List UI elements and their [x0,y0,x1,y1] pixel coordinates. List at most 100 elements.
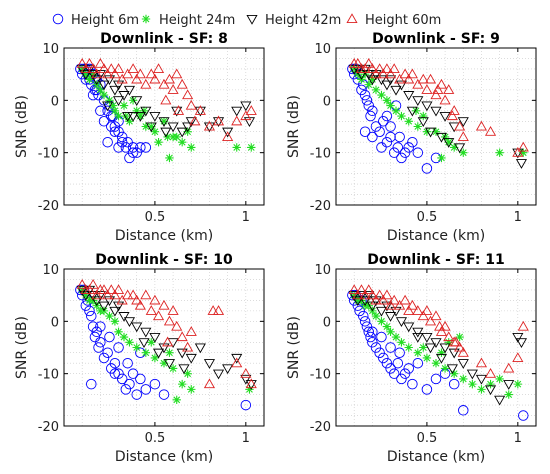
data-point-height-42m [412,332,424,343]
data-point-height-24m [382,96,392,105]
data-point-height-24m [437,348,446,357]
data-point-height-60m [457,347,469,357]
data-point-height-24m [128,96,138,105]
data-point-height-6m [109,121,121,132]
data-point-height-42m [348,291,360,301]
data-point-height-42m [512,148,524,159]
data-point-height-6m [116,131,128,143]
data-point-height-60m [127,289,139,300]
data-point-height-6m [388,147,400,158]
data-point-height-24m [81,290,91,300]
data-point-height-24m [121,111,131,121]
data-point-height-6m [430,373,442,385]
data-point-height-42m [118,91,130,101]
data-point-height-42m [167,122,179,133]
series-height-60m [76,278,257,389]
data-point-height-42m [109,306,121,317]
data-point-height-42m [102,101,114,112]
data-point-height-60m [417,73,429,84]
data-point-height-60m [245,378,257,389]
data-point-height-6m [367,337,378,348]
data-point-height-24m [141,122,151,131]
data-point-height-6m [122,136,133,148]
data-point-height-60m [167,84,179,94]
data-point-height-6m [378,352,389,364]
data-point-height-42m [515,338,528,348]
data-point-height-24m [397,338,406,347]
data-point-height-60m [116,294,128,305]
data-point-height-6m [365,110,376,122]
data-point-height-42m [103,75,116,86]
data-point-height-6m [84,305,95,317]
data-point-height-60m [457,131,469,142]
data-point-height-42m [454,143,466,154]
series-height-60m [348,284,529,378]
data-point-height-24m [513,379,523,389]
data-point-height-60m [394,299,406,310]
data-point-height-24m [495,148,504,157]
data-point-height-24m [108,101,118,110]
data-point-height-24m [519,148,528,157]
data-point-height-24m [477,385,486,394]
data-point-height-24m [105,96,114,105]
data-point-height-24m [413,348,423,357]
data-point-height-60m [406,299,418,310]
data-point-height-42m [131,322,143,333]
data-point-height-60m [403,73,415,84]
data-point-height-24m [232,143,241,152]
data-point-height-6m [388,368,400,379]
data-point-height-42m [375,75,388,86]
data-point-height-42m [176,127,188,138]
data-point-height-42m [412,96,424,107]
data-point-height-42m [381,80,393,91]
data-point-height-42m [503,380,515,390]
legend-label: Height 42m [265,13,341,28]
data-point-height-60m [145,305,157,315]
data-point-height-60m [503,362,515,373]
data-point-height-60m [87,278,99,289]
data-point-height-24m [411,106,421,115]
data-point-height-60m [454,120,466,131]
data-point-height-6m [370,342,382,353]
data-point-height-60m [163,315,176,326]
chart-panel-1: 0.5 1 10 0 -10 -20 Downlink - SF: 8 Distance (k… [14,31,265,244]
data-point-height-24m [431,127,441,136]
data-point-height-6m [407,378,418,390]
data-point-height-42m [152,348,165,359]
data-point-height-24m [382,322,392,331]
x-tick-label: 0.5 [145,210,166,225]
data-point-height-60m [377,294,389,305]
axes-frame [335,47,537,206]
data-point-height-60m [370,68,382,79]
data-point-height-60m [105,284,117,294]
data-point-height-60m [352,57,364,68]
data-point-height-42m [457,117,469,127]
data-point-height-60m [484,367,497,378]
data-point-height-60m [152,310,165,321]
data-point-height-24m [136,111,145,121]
data-point-height-6m [363,100,374,111]
data-point-height-24m [364,301,373,310]
data-point-height-60m [366,63,378,73]
data-point-height-6m [403,363,414,374]
data-point-height-60m [182,89,194,100]
data-point-height-60m [384,68,397,79]
axes-frame [63,47,265,206]
data-point-height-60m [424,315,437,326]
y-axis-label: SNR (dB) [286,95,302,158]
data-point-height-60m [517,320,529,331]
data-point-height-6m [109,368,121,379]
data-point-height-60m [203,378,216,389]
data-point-height-6m [98,352,110,364]
data-point-height-24m [110,106,120,115]
data-point-height-24m [99,90,109,100]
data-point-height-24m [159,117,169,126]
data-point-height-42m [406,106,418,117]
data-point-height-60m [189,115,201,126]
data-point-height-60m [394,73,406,84]
data-point-height-60m [359,63,371,73]
y-tick-label: 0 [323,94,331,109]
data-point-height-24m [147,122,156,131]
data-point-height-6m [385,342,396,353]
data-point-height-24m [165,348,174,357]
